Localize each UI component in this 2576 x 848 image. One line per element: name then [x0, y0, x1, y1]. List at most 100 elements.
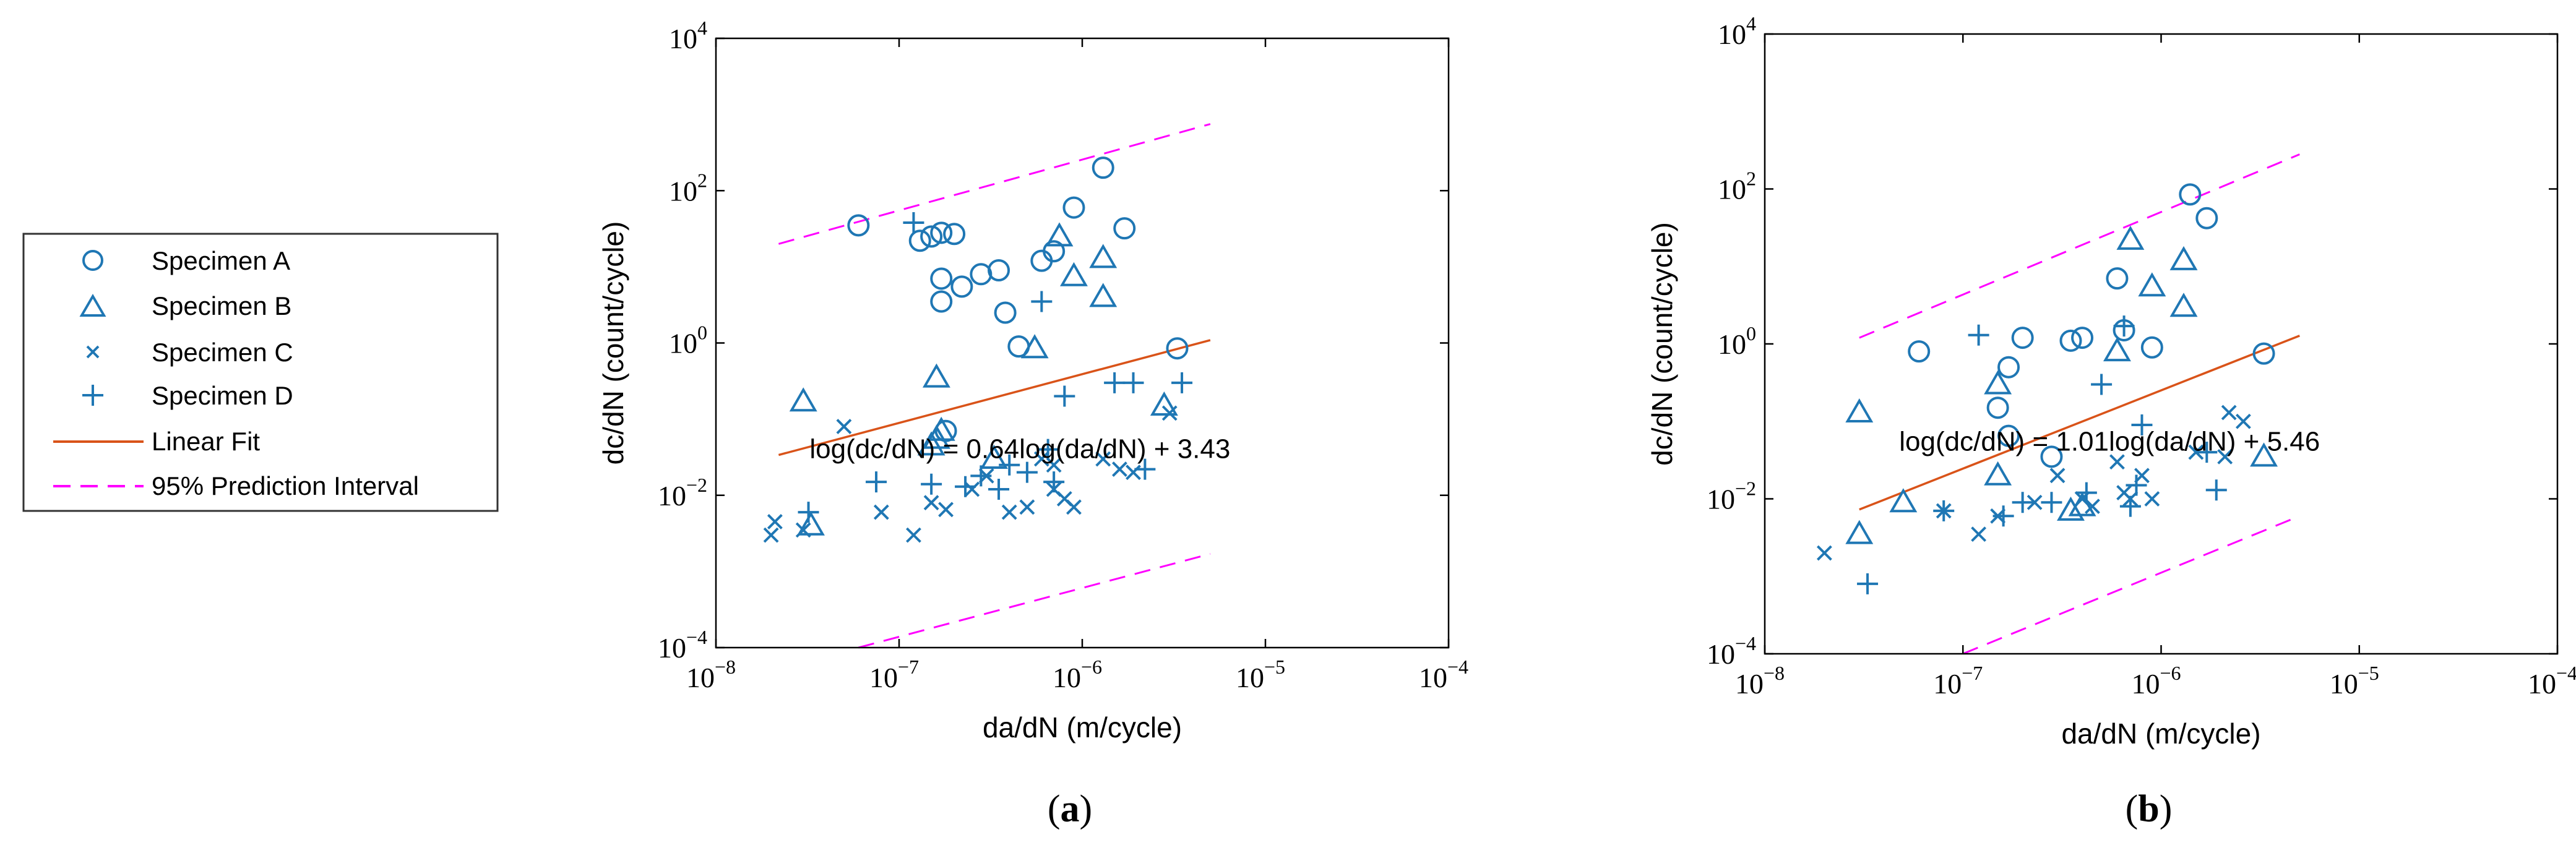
data-point-specimen-d [2196, 442, 2218, 463]
data-point-specimen-d [2126, 474, 2147, 496]
data-point-specimen-c [1126, 465, 1141, 481]
data-point-specimen-c [1019, 499, 1035, 515]
legend-entry-specimen-d: Specimen D [82, 381, 293, 410]
data-point-specimen-c [1112, 461, 1127, 478]
data-point-specimen-c [873, 504, 889, 520]
data-point-specimen-c [1033, 451, 1049, 467]
data-point-specimen-d [1043, 471, 1065, 493]
y-tick-label: 100 [1718, 322, 1756, 360]
data-point-specimen-c [906, 527, 921, 543]
x-tick-label: 10−4 [1419, 656, 1468, 693]
x-axis-label: da/dN (m/cycle) [983, 711, 1182, 743]
x-tick-label: 10−8 [1735, 662, 1785, 700]
plus-marker-icon [82, 385, 103, 406]
panel-caption: (a) [1048, 788, 1092, 830]
linear-fit-line [1859, 335, 2300, 511]
data-point-specimen-c [2217, 448, 2233, 465]
prediction-interval-upper-line [1859, 153, 2300, 339]
data-point-specimen-b [2116, 225, 2145, 250]
prediction-interval-lower-line [1962, 515, 2300, 655]
data-point-specimen-b [917, 431, 946, 456]
data-point-specimen-d [2075, 482, 2097, 503]
x-tick-labels: 10−8 10−7 10−6 10−5 10−4 [686, 656, 1468, 693]
data-point-specimen-a [988, 259, 1010, 282]
x-tick-label: 10−7 [869, 656, 919, 693]
data-point-specimen-b [789, 387, 817, 412]
data-point-specimen-b [1020, 334, 1049, 359]
data-point-specimen-a [1997, 356, 2020, 379]
prediction-interval [778, 123, 1211, 649]
data-point-specimen-a [994, 301, 1017, 324]
data-points [1816, 183, 2278, 594]
data-point-specimen-d [1016, 461, 1038, 483]
legend-entry-specimen-b: Specimen B [79, 291, 291, 320]
data-point-specimen-c [2027, 494, 2043, 510]
data-point-specimen-b [1060, 262, 1088, 286]
data-point-specimen-c [1001, 504, 1017, 520]
y-axis-label: dc/dN (count/cycle) [1646, 222, 1678, 466]
data-point-specimen-a [1997, 424, 2020, 447]
data-point-specimen-b [2138, 272, 2166, 297]
data-point-specimen-d [1171, 372, 1193, 393]
data-point-specimen-b [1984, 370, 2012, 395]
y-tick-label: 10−2 [658, 474, 707, 512]
data-point-specimen-b [1889, 488, 1918, 513]
data-point-specimen-d [2012, 492, 2033, 513]
panel-caption: (b) [2126, 788, 2173, 830]
fit-equation: log(dc/dN) = 1.01log(da/dN) + 5.46 [1899, 426, 2320, 456]
legend-label: Specimen B [152, 291, 291, 320]
data-point-specimen-c [2085, 499, 2100, 515]
data-point-specimen-a [930, 267, 953, 290]
data-point-specimen-b [980, 444, 1008, 469]
data-point-specimen-c [938, 502, 954, 518]
legend-entry-specimen-a: Specimen A [82, 246, 290, 275]
data-point-specimen-b [927, 416, 955, 441]
data-point-specimen-c [2188, 444, 2204, 460]
data-point-specimen-d [1134, 458, 1156, 480]
legend-label: Specimen D [152, 381, 293, 410]
data-point-specimen-b [1845, 398, 1874, 422]
data-point-specimen-c [923, 495, 939, 511]
y-tick-label: 100 [669, 322, 707, 359]
legend-label: Specimen C [152, 338, 293, 367]
data-point-specimen-b [1984, 461, 2012, 486]
prediction-interval-lower-line [858, 553, 1211, 649]
legend: Specimen A Specimen B Specimen C Specime… [22, 233, 499, 512]
data-points [763, 156, 1193, 543]
data-point-specimen-b [1150, 391, 1178, 416]
data-point-specimen-b [2057, 496, 2085, 521]
data-point-specimen-a [2011, 327, 2034, 349]
data-point-specimen-c [1816, 545, 1832, 561]
y-tick-label: 10−4 [1707, 632, 1756, 670]
tick-marks [715, 37, 1450, 649]
data-point-specimen-c [2109, 454, 2125, 470]
x-tick-label: 10−7 [1933, 662, 1983, 700]
y-tick-labels: 10−4 10−2 100 102 104 [658, 17, 707, 664]
data-point-specimen-c [2221, 405, 2237, 421]
data-point-specimen-b [1089, 244, 1118, 268]
data-point-specimen-a [1908, 340, 1931, 363]
data-point-specimen-a [950, 275, 973, 298]
legend-entry-specimen-c: Specimen C [86, 338, 293, 367]
data-point-specimen-a [2179, 183, 2202, 206]
data-point-specimen-c [1161, 405, 1178, 421]
data-point-specimen-d [1054, 385, 1075, 407]
x-tick-label: 10−8 [686, 656, 736, 693]
data-point-specimen-b [2169, 293, 2198, 317]
linear-fit-line [778, 339, 1211, 456]
data-point-specimen-c [1066, 499, 1082, 515]
y-tick-label: 104 [669, 17, 707, 54]
data-point-specimen-a [2140, 336, 2163, 359]
data-point-specimen-a [2252, 342, 2275, 365]
chart-panel-a: 10−8 10−7 10−6 10−5 10−4 10−4 10−2 100 102 104 l… [597, 17, 1468, 830]
x-axis-label: da/dN (m/cycle) [2061, 717, 2260, 750]
data-point-specimen-c [2144, 491, 2160, 507]
data-point-specimen-d [955, 476, 976, 497]
data-point-specimen-d [798, 502, 819, 523]
data-point-specimen-d [866, 471, 887, 493]
circle-marker-icon [82, 250, 103, 271]
data-point-specimen-d [2119, 495, 2141, 517]
chart-panel-b: 10−8 10−7 10−6 10−5 10−4 10−4 10−2 100 102 104 l… [1646, 12, 2576, 830]
data-point-specimen-a [930, 221, 953, 244]
